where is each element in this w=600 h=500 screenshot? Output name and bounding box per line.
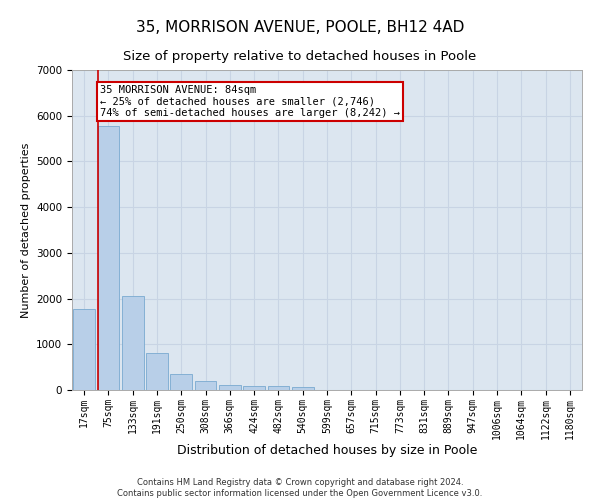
Text: 35 MORRISON AVENUE: 84sqm
← 25% of detached houses are smaller (2,746)
74% of se: 35 MORRISON AVENUE: 84sqm ← 25% of detac…: [100, 84, 400, 118]
Bar: [268, 386, 289, 390]
Bar: [73, 308, 95, 390]
Bar: [97, 126, 119, 390]
Text: 35, MORRISON AVENUE, POOLE, BH12 4AD: 35, MORRISON AVENUE, POOLE, BH12 4AD: [136, 20, 464, 35]
Bar: [170, 374, 192, 390]
X-axis label: Distribution of detached houses by size in Poole: Distribution of detached houses by size …: [177, 444, 477, 458]
Bar: [194, 382, 217, 390]
Bar: [243, 386, 265, 390]
Bar: [122, 296, 143, 390]
Text: Contains HM Land Registry data © Crown copyright and database right 2024.
Contai: Contains HM Land Registry data © Crown c…: [118, 478, 482, 498]
Y-axis label: Number of detached properties: Number of detached properties: [20, 142, 31, 318]
Bar: [292, 386, 314, 390]
Bar: [146, 352, 168, 390]
Text: Size of property relative to detached houses in Poole: Size of property relative to detached ho…: [124, 50, 476, 63]
Bar: [219, 384, 241, 390]
